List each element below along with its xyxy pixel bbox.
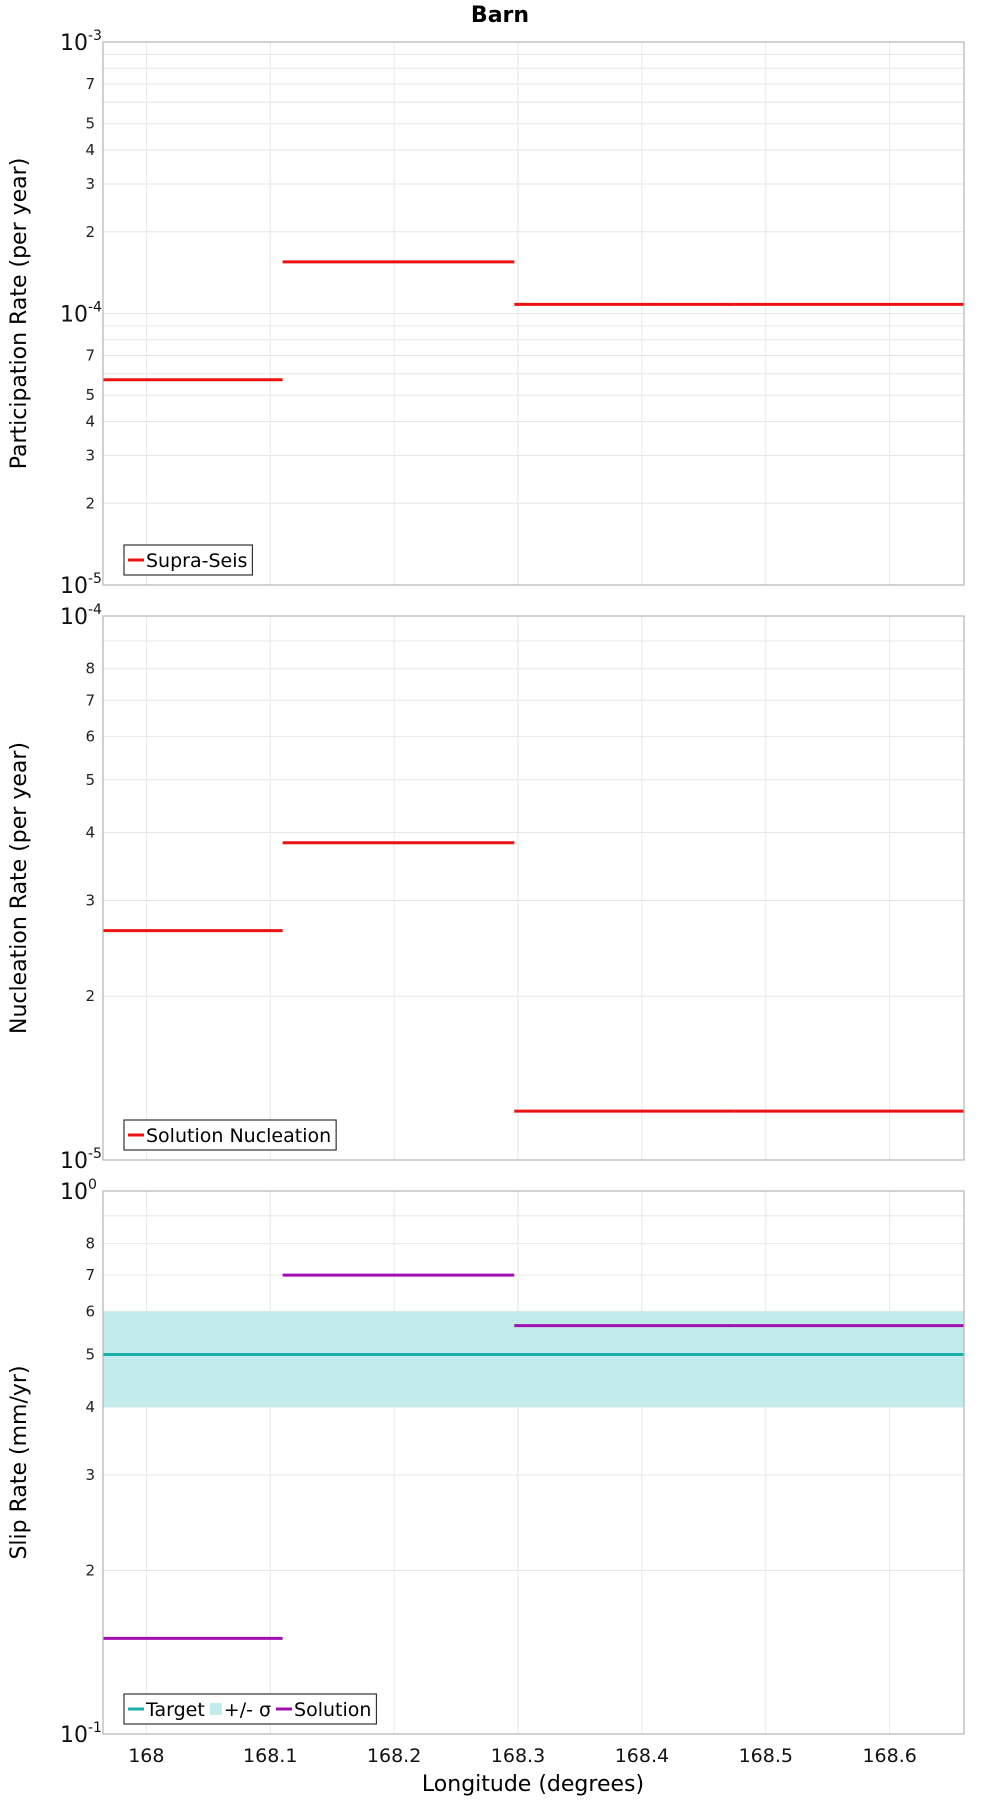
y-tick-label: 8: [85, 660, 95, 678]
y-tick-label: 7: [85, 75, 95, 93]
panel-1: 7 5 4 3 2 7 5 4 3 2 10-3 10-4 10-5 Participation Rate…: [7, 28, 965, 599]
y-tick-label: 3: [85, 175, 95, 193]
y-decade-label: 10-4: [60, 602, 102, 630]
legend: Supra-Seis: [123, 544, 254, 576]
y-tick-labels: 8 7 6 5 4 3 2 10-4 10-5: [60, 602, 102, 1174]
y-tick-label: 6: [85, 728, 95, 746]
y-decade-label: 10-5: [60, 1146, 102, 1174]
x-grid: [145, 1191, 891, 1734]
y-tick-label: 7: [85, 691, 95, 709]
legend-label: Solution Nucleation: [146, 1125, 331, 1147]
y-tick-labels: 7 5 4 3 2 7 5 4 3 2 10-3 10-4 10-5: [60, 28, 102, 599]
y-tick-label: 4: [85, 823, 95, 841]
legend-label: +/- σ: [224, 1699, 271, 1721]
x-grid: [145, 42, 891, 585]
x-tick-label: 168.6: [862, 1745, 916, 1767]
plot-frame: [102, 615, 965, 1161]
y-decade-label: 10-4: [60, 300, 102, 328]
y-tick-label: 2: [85, 1562, 95, 1580]
y-grid: [103, 640, 964, 997]
y-tick-label: 4: [85, 413, 95, 431]
y-decade-label: 100: [60, 1177, 97, 1205]
y-tick-label: 7: [85, 1266, 95, 1284]
y-decade-label: 10-1: [60, 1720, 102, 1748]
x-tick-label: 168.4: [615, 1745, 669, 1767]
sigma-band: [103, 1311, 964, 1408]
legend-item: Solution Nucleation: [128, 1125, 331, 1147]
legend-item: Target: [128, 1699, 205, 1721]
legend-item: Supra-Seis: [128, 550, 247, 572]
y-axis-label: Nucleation Rate (per year): [7, 742, 32, 1034]
y-tick-label: 3: [85, 446, 95, 464]
plot-frame: [102, 41, 965, 586]
x-tick-label: 168: [128, 1745, 164, 1767]
legend-box: [123, 1693, 378, 1725]
y-tick-label: 2: [85, 494, 95, 512]
y-tick-label: 3: [85, 891, 95, 909]
series-solution: [103, 1273, 964, 1640]
legend: Solution Nucleation: [123, 1119, 337, 1151]
y-axis-label: Slip Rate (mm/yr): [7, 1365, 32, 1559]
plot-frame: [102, 1190, 965, 1735]
y-grid: [103, 53, 964, 504]
legend-box: [123, 544, 254, 576]
y-decade-label: 10-3: [60, 28, 102, 56]
legend-item: Solution: [276, 1699, 371, 1721]
x-tick-label: 168.2: [367, 1745, 421, 1767]
y-tick-label: 5: [85, 771, 95, 789]
panel-2: 8 7 6 5 4 3 2 10-4 10-5 Nucleation Rate (per year…: [7, 602, 965, 1174]
x-tick-label: 168.1: [243, 1745, 297, 1767]
legend-box: [123, 1119, 337, 1151]
y-tick-label: 5: [85, 115, 95, 133]
y-decade-label: 10-5: [60, 571, 102, 599]
y-tick-label: 4: [85, 141, 95, 159]
y-tick-label: 2: [85, 223, 95, 241]
y-tick-label: 3: [85, 1466, 95, 1484]
x-tick-label: 168.5: [739, 1745, 793, 1767]
legend-label: Solution: [294, 1699, 371, 1721]
chart-panels: 7 5 4 3 2 7 5 4 3 2 10-3 10-4 10-5 Participation Rate…: [7, 28, 965, 1748]
y-tick-label: 6: [85, 1302, 95, 1320]
legend-swatch: [209, 1703, 222, 1715]
series-supra-seis: [103, 260, 964, 382]
y-tick-label: 8: [85, 1235, 95, 1253]
x-tick-label: 168.3: [491, 1745, 545, 1767]
chart-title: Barn: [471, 3, 529, 28]
panel-3: 8 7 6 5 4 3 2 100 10-1 Slip Rate (mm/yr) Target +/-…: [7, 1177, 965, 1748]
legend-label: Supra-Seis: [146, 550, 247, 572]
x-axis-label: Longitude (degrees): [422, 1772, 644, 1797]
y-tick-label: 5: [85, 1345, 95, 1363]
y-tick-label: 7: [85, 347, 95, 365]
y-tick-label: 2: [85, 987, 95, 1005]
y-axis-label: Participation Rate (per year): [7, 158, 32, 470]
series-solution-nucleation: [103, 841, 964, 1113]
x-axis: 168 168.1 168.2 168.3 168.4 168.5 168.6: [128, 1745, 917, 1767]
legend-label: Target: [145, 1699, 205, 1721]
legend-item: +/- σ: [209, 1699, 271, 1721]
legend: Target +/- σ Solution: [123, 1693, 378, 1725]
x-grid: [145, 616, 891, 1160]
y-tick-label: 5: [85, 386, 95, 404]
y-tick-labels: 8 7 6 5 4 3 2 100 10-1: [60, 1177, 102, 1748]
y-tick-label: 4: [85, 1398, 95, 1416]
